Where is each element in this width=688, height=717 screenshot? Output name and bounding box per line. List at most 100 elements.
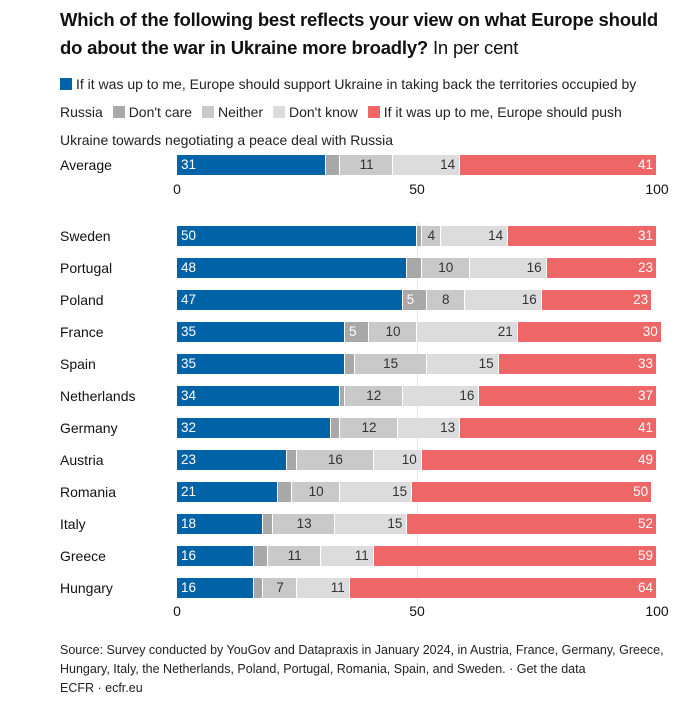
legend-item: If it was up to me, Europe should push U… xyxy=(60,104,622,148)
bar-segment xyxy=(426,354,499,374)
data-label: 31 xyxy=(637,228,653,243)
data-label: 37 xyxy=(637,388,653,403)
legend-item: Neither xyxy=(201,104,263,120)
bar-segment xyxy=(397,418,461,438)
legend-swatch xyxy=(367,106,380,118)
data-label: 35 xyxy=(181,356,197,371)
bar-segment xyxy=(407,258,422,278)
bar-segment xyxy=(321,546,374,566)
row-label: France xyxy=(60,324,104,340)
legend-item: If it was up to me, Europe should suppor… xyxy=(60,76,636,120)
data-label: 8 xyxy=(442,292,450,307)
data-label: 14 xyxy=(488,228,504,243)
bar-segment xyxy=(508,226,657,246)
credit-text: ECFR · ecfr.eu xyxy=(60,681,143,695)
data-label: 21 xyxy=(497,324,513,339)
bar-segment xyxy=(177,386,341,406)
bar-segment xyxy=(393,155,461,175)
row-label: Portugal xyxy=(60,260,113,276)
row-label: Austria xyxy=(60,452,104,468)
row-label: Average xyxy=(60,157,112,173)
row-label: Sweden xyxy=(60,228,111,244)
data-label: 23 xyxy=(633,292,649,307)
data-label: 32 xyxy=(181,420,197,435)
legend-swatch xyxy=(60,78,72,90)
bar-segment xyxy=(412,482,653,502)
bar-segment xyxy=(340,418,398,438)
row-label: Germany xyxy=(60,420,118,436)
bar-segment xyxy=(335,514,408,534)
chart-title: Which of the following best reflects you… xyxy=(60,6,670,62)
data-label: 7 xyxy=(276,580,284,595)
data-label: 10 xyxy=(385,324,401,339)
data-label: 33 xyxy=(637,356,653,371)
data-label: 49 xyxy=(637,452,653,467)
data-label: 48 xyxy=(181,260,197,275)
data-label: 10 xyxy=(438,260,454,275)
bar-segment xyxy=(479,386,657,406)
bar-segment xyxy=(297,578,350,598)
bar-segment xyxy=(273,514,336,534)
data-label: 16 xyxy=(459,388,475,403)
data-label: 5 xyxy=(349,324,357,339)
legend-label: Don't know xyxy=(288,104,358,120)
data-label: 13 xyxy=(296,516,312,531)
bar-segment xyxy=(373,546,657,566)
legend-swatch xyxy=(272,106,285,118)
bar-segment xyxy=(177,418,331,438)
data-label: 52 xyxy=(637,516,653,531)
data-label: 11 xyxy=(354,548,369,563)
x-tick-label: 0 xyxy=(173,181,181,197)
bar-segment xyxy=(253,578,264,598)
data-label: 16 xyxy=(521,292,537,307)
row-label: Romania xyxy=(60,484,117,500)
data-label: 11 xyxy=(330,580,345,595)
x-tick-label: 100 xyxy=(645,181,669,197)
row-label: Netherlands xyxy=(60,388,136,404)
bar-segment xyxy=(402,386,480,406)
row-label: Italy xyxy=(60,516,86,532)
data-label: 10 xyxy=(308,484,324,499)
bar-segment xyxy=(460,418,657,438)
bar-segment xyxy=(441,226,509,246)
row-label: Spain xyxy=(60,356,96,372)
bar-segment xyxy=(426,290,465,310)
x-tick-label: 0 xyxy=(173,603,181,619)
row-label: Poland xyxy=(60,292,104,308)
legend-item: Don't care xyxy=(112,104,192,120)
data-label: 23 xyxy=(637,260,653,275)
source-note: Source: Survey conducted by YouGov and D… xyxy=(60,641,670,698)
data-label: 30 xyxy=(642,324,658,339)
title-text: Which of the following best reflects you… xyxy=(60,9,658,58)
bar-segment xyxy=(177,155,326,175)
data-label: 16 xyxy=(181,580,197,595)
bar-segment xyxy=(421,450,657,470)
bar-segment xyxy=(373,450,422,470)
subtitle-text: In per cent xyxy=(432,37,519,58)
data-label: 13 xyxy=(440,420,456,435)
bar-segment xyxy=(541,290,653,310)
bar-segment xyxy=(369,322,417,342)
bar-segment xyxy=(340,482,413,502)
bar-segment xyxy=(345,354,355,374)
bar-segment xyxy=(177,546,254,566)
data-label: 4 xyxy=(427,228,436,243)
bar-segment xyxy=(177,514,264,534)
bar-segment xyxy=(277,482,293,502)
data-label: 35 xyxy=(181,324,197,339)
data-label: 59 xyxy=(637,548,653,563)
bar-segment xyxy=(177,354,345,374)
legend: If it was up to me, Europe should suppor… xyxy=(60,70,670,154)
bar-segment xyxy=(417,322,518,342)
row-label: Hungary xyxy=(60,580,113,596)
data-label: 15 xyxy=(478,356,494,371)
legend-item: Don't know xyxy=(272,104,358,120)
bar-segment xyxy=(354,354,427,374)
bar-segment xyxy=(177,322,345,342)
bar-segment xyxy=(287,450,297,470)
legend-swatch xyxy=(112,106,125,118)
data-label: 21 xyxy=(181,484,197,499)
bar-segment xyxy=(498,354,657,374)
legend-label: If it was up to me, Europe should suppor… xyxy=(60,76,637,120)
data-label: 50 xyxy=(633,484,649,499)
